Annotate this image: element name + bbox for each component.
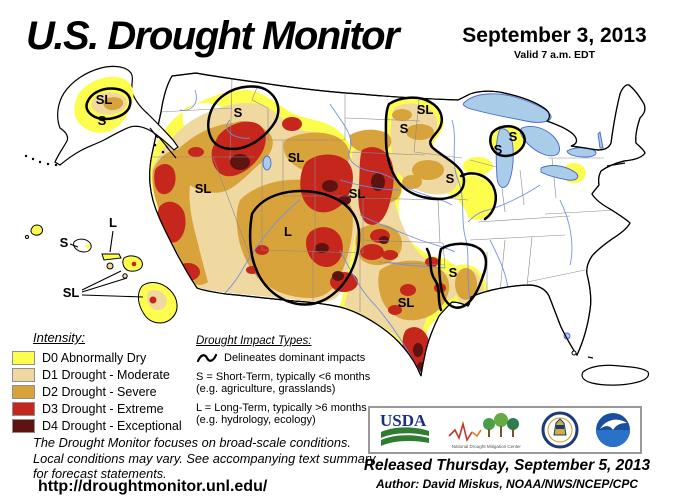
delineates-label: Delineates dominant impacts (224, 352, 366, 364)
ndmc-logo: National Drought Mitigation Center (447, 412, 525, 449)
impact-label: S (400, 121, 409, 136)
rivers (179, 89, 573, 373)
page-title: U.S. Drought Monitor (26, 14, 400, 58)
disclaimer: The Drought Monitor focuses on broad-sca… (33, 435, 376, 482)
legend-swatch-d4 (12, 418, 35, 433)
short-term-label: S = Short-Term, typically <6 months (196, 370, 371, 383)
drought-layers (149, 90, 586, 372)
usda-logo: USDA (380, 411, 429, 446)
long-term-label: L = Long-Term, typically >6 months (196, 401, 367, 414)
impact-label: SL (288, 150, 305, 165)
impact-label: SL (63, 285, 80, 300)
valid-time: Valid 7 a.m. EDT (513, 49, 596, 61)
hawaii-inset (25, 224, 178, 324)
legend-label: D4 Drought - Exceptional (42, 418, 182, 433)
great-lakes (262, 93, 604, 340)
impact-label: SL (417, 102, 434, 117)
disclaimer-line: Local conditions may vary. See accompany… (33, 450, 376, 466)
website-url: http://droughtmonitor.unl.edu/ (38, 478, 268, 495)
legend-swatch-d0 (12, 350, 35, 365)
puerto-rico-inset (571, 350, 650, 386)
commerce-seal (541, 411, 579, 449)
released-date: Released Thursday, September 5, 2013 (363, 457, 651, 474)
impact-label: SL (96, 92, 113, 107)
legend-item-d3: D3 Drought - Extreme (12, 400, 182, 417)
long-island (606, 162, 626, 167)
impact-label: SL (349, 186, 366, 201)
map-date: September 3, 2013 (462, 24, 647, 47)
conus-outline (149, 72, 646, 377)
legend-item-d0: D0 Abnormally Dry (12, 349, 182, 366)
legend-label: D2 Drought - Severe (42, 384, 157, 399)
noaa-logo (595, 413, 630, 447)
impact-label: S (98, 113, 107, 128)
legend-label: D3 Drought - Extreme (42, 401, 164, 416)
legend-heading: Intensity: (33, 330, 86, 345)
impact-label: L (284, 224, 292, 239)
impact-label: L (109, 215, 117, 230)
date-block: September 3, 2013 Valid 7 a.m. EDT (452, 24, 657, 61)
impact-label: S (449, 265, 458, 280)
impact-label: SL (195, 181, 212, 196)
impact-label: S (234, 105, 243, 120)
tilde-icon (196, 354, 218, 363)
impact-label: S (509, 129, 518, 144)
legend-swatch-d3 (12, 401, 35, 416)
long-term-example: (e.g. hydrology, ecology) (196, 414, 316, 426)
alaska-inset (24, 65, 179, 167)
legend-label: D1 Drought - Moderate (42, 367, 170, 382)
author-line: Author: David Miskus, NOAA/NWS/NCEP/CPC (375, 477, 639, 491)
impact-label: S (494, 142, 503, 157)
legend-items: D0 Abnormally Dry D1 Drought - Moderate D2… (12, 349, 182, 434)
usda-text: USDA (380, 411, 427, 430)
ndmc-icon (448, 412, 520, 442)
intensity-legend: Intensity: D0 Abnormally Dry D1 Drought -… (12, 330, 182, 434)
impact-boundaries (207, 85, 526, 312)
impact-label: S (60, 235, 69, 250)
agency-logo-box: USDA National Drought Mitigation Center (368, 406, 642, 454)
legend-item-d1: D1 Drought - Moderate (12, 366, 182, 383)
legend-swatch-d2 (12, 384, 35, 399)
disclaimer-line: The Drought Monitor focuses on broad-sca… (33, 435, 351, 450)
legend-item-d2: D2 Drought - Severe (12, 383, 182, 400)
legend-item-d4: D4 Drought - Exceptional (12, 417, 182, 434)
ndmc-caption: National Drought Mitigation Center (451, 443, 521, 449)
short-term-example: (e.g. agriculture, grasslands) (196, 383, 336, 395)
impact-label: S (446, 171, 455, 186)
legend-label: D0 Abnormally Dry (42, 350, 147, 365)
legend-swatch-d1 (12, 367, 35, 382)
impact-types-box: Drought Impact Types: Delineates dominan… (196, 335, 371, 427)
impact-types-heading: Drought Impact Types: (196, 335, 312, 347)
release-block: Released Thursday, September 5, 2013 Aut… (352, 457, 662, 491)
impact-label: SL (398, 295, 415, 310)
disclaimer-line: for forecast statements. (33, 466, 167, 481)
